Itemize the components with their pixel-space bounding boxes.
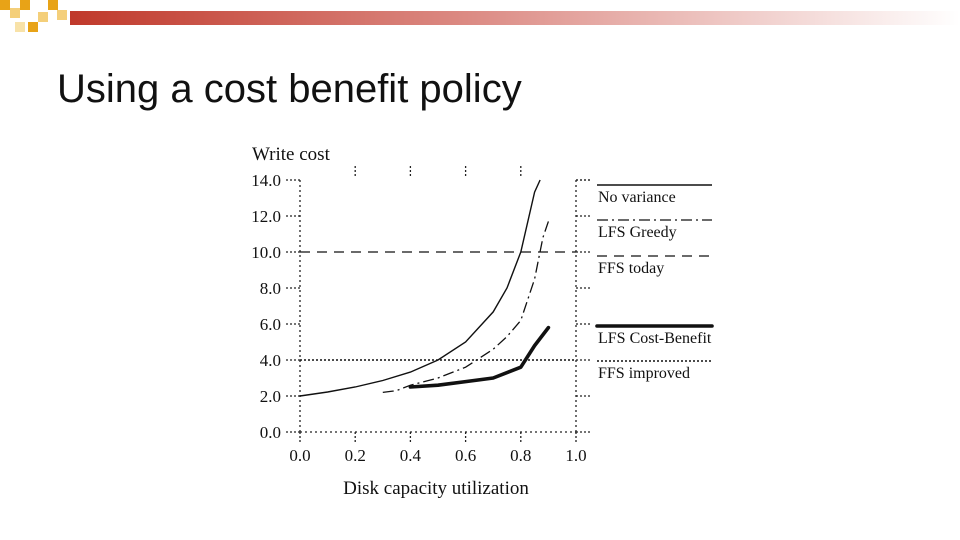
decor-square	[0, 0, 10, 10]
decor-square	[20, 0, 30, 10]
x-tick-label: 0.2	[345, 446, 366, 465]
decor-square	[38, 12, 48, 22]
y-tick-label: 4.0	[260, 351, 281, 370]
x-tick-label: 0.4	[400, 446, 422, 465]
y-tick-label: 14.0	[251, 171, 281, 190]
series-line-lfs-greedy	[382, 221, 550, 394]
decor-square	[15, 22, 25, 32]
y-tick-label: 0.0	[260, 423, 281, 442]
decor-square	[57, 10, 67, 20]
series-line-lfs-cost-benefit	[408, 325, 551, 389]
legend-label-no-variance: No variance	[598, 189, 676, 206]
y-tick-label: 6.0	[260, 315, 281, 334]
x-axis-title: Disk capacity utilization	[343, 478, 529, 499]
y-tick-label: 12.0	[251, 207, 281, 226]
legend-label-lfs-cost-benefit: LFS Cost-Benefit	[598, 330, 712, 347]
decor-square	[48, 0, 58, 10]
decor-square	[28, 22, 38, 32]
legend-label-lfs-greedy: LFS Greedy	[598, 224, 677, 241]
slide-title: Using a cost benefit policy	[57, 67, 522, 111]
x-tick-label: 0.8	[510, 446, 531, 465]
x-tick-label: 0.0	[289, 446, 310, 465]
y-tick-label: 8.0	[260, 279, 281, 298]
series-line-no-variance	[299, 179, 541, 397]
y-tick-label: 10.0	[251, 243, 281, 262]
y-axis-title: Write cost	[252, 144, 331, 165]
y-tick-label: 2.0	[260, 387, 281, 406]
legend-label-ffs-today: FFS today	[598, 260, 664, 277]
decor-square	[10, 8, 20, 18]
x-tick-label: 1.0	[565, 446, 586, 465]
decor-gradient-bar	[70, 11, 960, 25]
title-decoration	[0, 0, 960, 32]
legend-label-ffs-improved: FFS improved	[598, 365, 690, 382]
x-tick-label: 0.6	[455, 446, 476, 465]
